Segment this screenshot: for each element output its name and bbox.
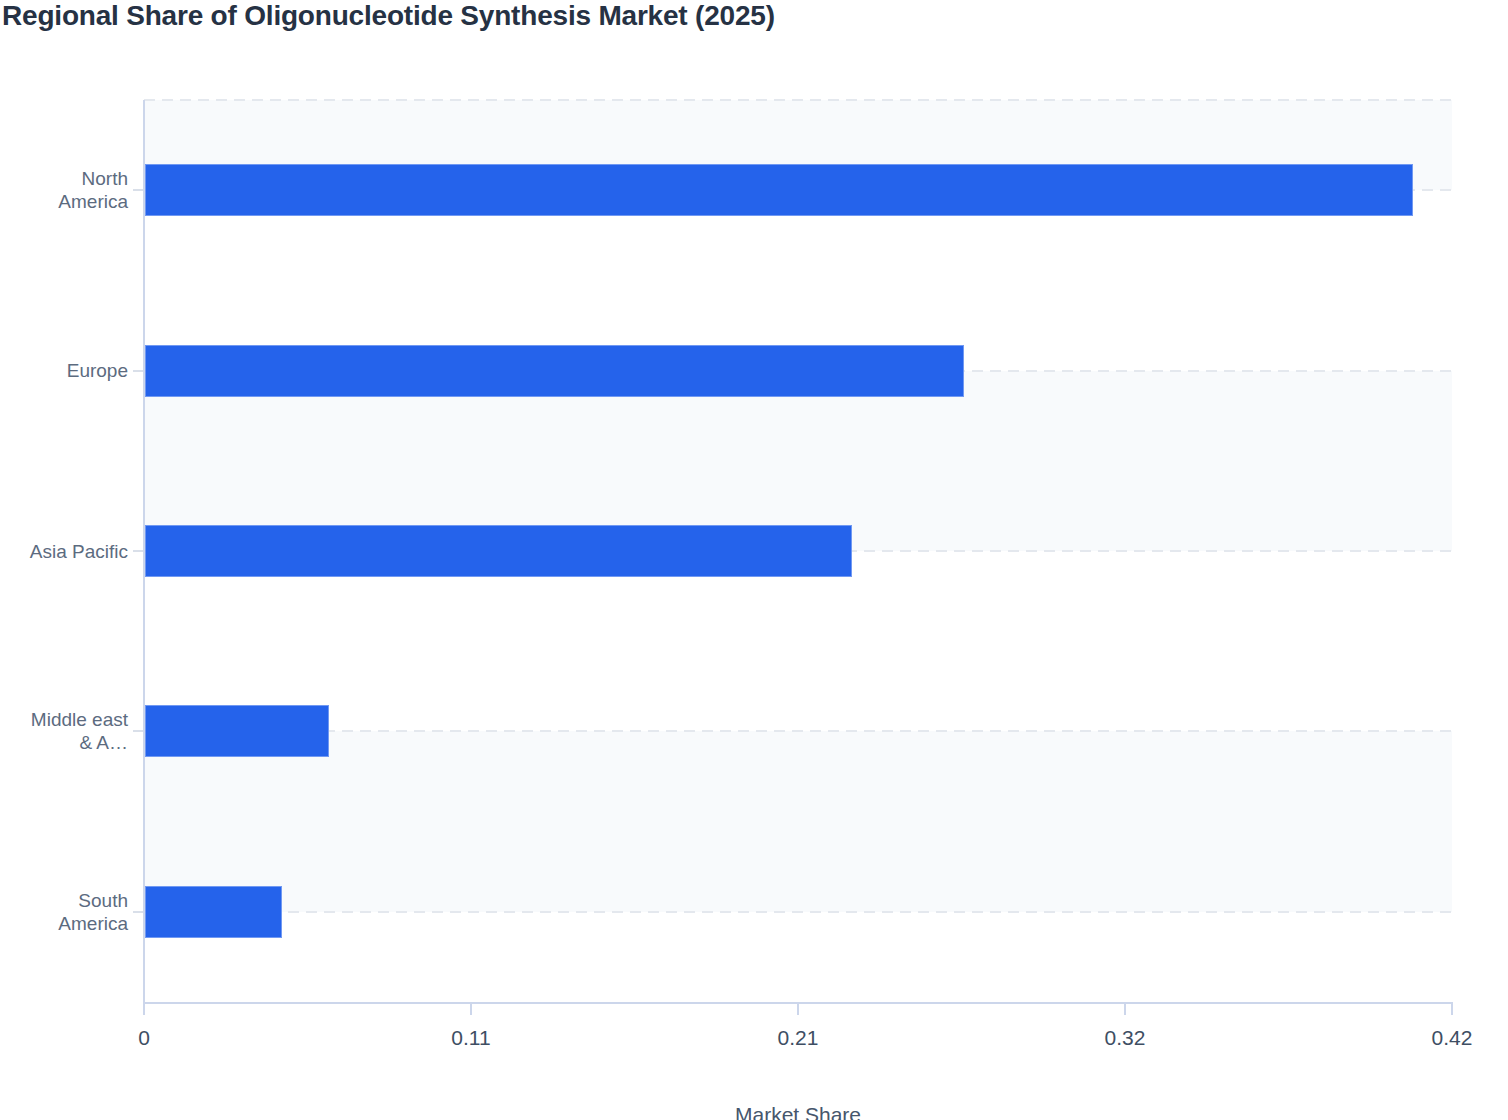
category-label-north-america: NorthAmerica	[0, 167, 128, 213]
chart-title: Regional Share of Oligonucleotide Synthe…	[2, 0, 775, 32]
category-label-south-america: SouthAmerica	[0, 889, 128, 935]
x-axis-tick	[143, 1004, 145, 1015]
category-label-line: America	[0, 912, 128, 935]
x-axis-tick	[1124, 1004, 1126, 1015]
y-axis-tick	[133, 911, 143, 913]
gridline	[144, 911, 1452, 913]
gridline	[144, 99, 1452, 101]
x-axis-tick	[470, 1004, 472, 1015]
y-axis-tick	[133, 550, 143, 552]
bar-middle-east-a[interactable]	[145, 705, 329, 757]
gridline	[144, 730, 1452, 732]
bar-chart: Regional Share of Oligonucleotide Synthe…	[0, 0, 1508, 1120]
category-label-line: Asia Pacific	[0, 540, 128, 563]
y-axis-tick	[133, 189, 143, 191]
x-axis-tick	[797, 1004, 799, 1015]
alternate-band	[144, 371, 1452, 551]
y-axis-line	[143, 100, 145, 1002]
bar-north-america[interactable]	[145, 164, 1413, 216]
category-label-line: South	[0, 889, 128, 912]
category-label-europe: Europe	[0, 359, 128, 382]
y-axis-tick	[133, 730, 143, 732]
x-axis-tick	[1451, 1004, 1453, 1015]
category-label-middle-east-a: Middle east& A…	[0, 708, 128, 754]
x-tick-label: 0.21	[778, 1026, 819, 1050]
category-label-line: & A…	[0, 731, 128, 754]
x-tick-label: 0	[138, 1026, 150, 1050]
category-label-line: Middle east	[0, 708, 128, 731]
x-tick-label: 0.32	[1105, 1026, 1146, 1050]
x-axis-title: Market Share	[735, 1103, 861, 1120]
category-label-line: North	[0, 167, 128, 190]
y-axis-tick	[133, 370, 143, 372]
x-tick-label: 0.11	[451, 1026, 490, 1050]
x-tick-label: 0.42	[1432, 1026, 1473, 1050]
alternate-band	[144, 731, 1452, 911]
category-label-line: Europe	[0, 359, 128, 382]
bar-asia-pacific[interactable]	[145, 525, 852, 577]
bar-south-america[interactable]	[145, 886, 282, 938]
bar-europe[interactable]	[145, 345, 964, 397]
category-label-line: America	[0, 190, 128, 213]
category-label-asia-pacific: Asia Pacific	[0, 540, 128, 563]
plot-area	[144, 100, 1452, 1002]
